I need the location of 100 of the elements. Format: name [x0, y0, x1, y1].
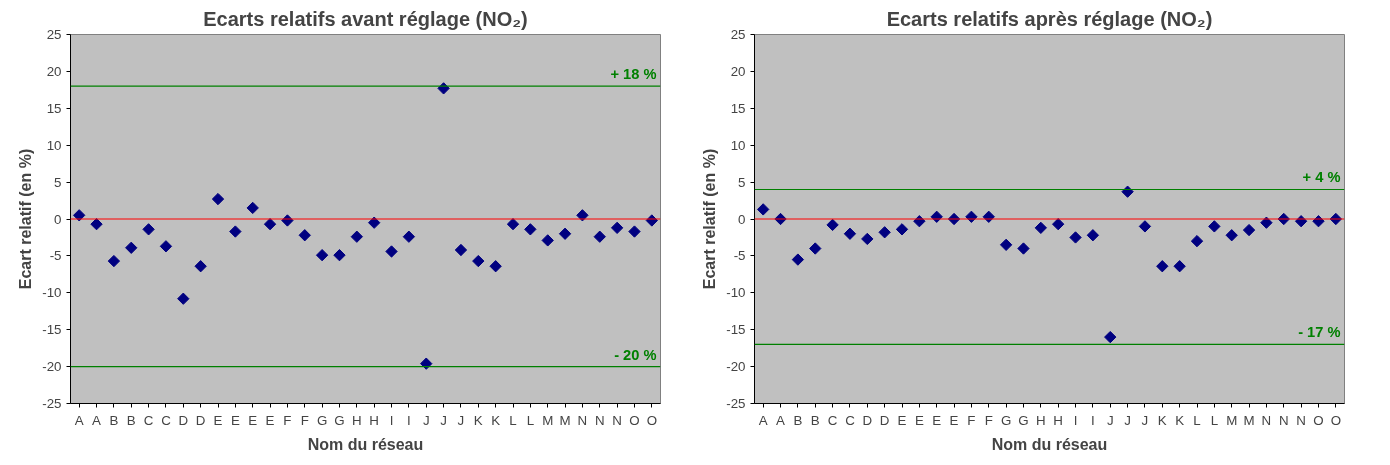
x-tick-label: J: [1124, 412, 1131, 428]
x-tick-label: D: [178, 412, 189, 428]
point: [402, 230, 416, 243]
x-tick-label: G: [334, 412, 345, 428]
y-tick-label: 0: [738, 211, 746, 227]
x-tick-label: E: [914, 412, 924, 428]
x-tick-label: G: [1018, 412, 1029, 428]
point: [628, 225, 641, 238]
x-tick-label: H: [1053, 412, 1063, 428]
point: [1208, 220, 1221, 233]
x-tick-label: L: [1210, 412, 1219, 428]
point: [229, 225, 242, 238]
x-tick-label: C: [827, 412, 838, 428]
x-tick-label: F: [283, 412, 292, 428]
y-tick-label: 25: [730, 27, 746, 42]
x-tick-label: N: [1278, 412, 1289, 428]
point: [999, 238, 1013, 251]
y-tick-label: -20: [42, 359, 62, 375]
point: [177, 292, 190, 305]
point: [1017, 242, 1030, 255]
x-tick-label: O: [629, 412, 640, 428]
x-tick-label: E: [248, 412, 258, 428]
y-tick-label: 25: [46, 27, 62, 42]
x-tick-label: E: [897, 412, 907, 428]
point: [593, 230, 606, 243]
point: [791, 253, 805, 266]
point: [1190, 234, 1204, 248]
point: [1173, 260, 1186, 273]
ref-line-label: - 17 %: [1298, 324, 1341, 341]
x-tick-label: J: [1141, 412, 1149, 428]
point: [558, 227, 572, 240]
x-tick-label: K: [473, 412, 483, 428]
point: [610, 221, 624, 235]
x-tick-label: J: [422, 412, 430, 428]
x-tick-label: C: [161, 412, 172, 428]
point: [385, 245, 398, 258]
point: [1052, 218, 1065, 231]
y-tick-label: -5: [733, 248, 746, 264]
point: [194, 260, 207, 273]
point: [843, 227, 857, 240]
x-tick-label: B: [810, 412, 820, 428]
point: [125, 241, 138, 254]
point: [1104, 330, 1117, 344]
point: [506, 218, 520, 231]
x-tick-label: H: [352, 412, 362, 428]
x-tick-label: A: [758, 412, 768, 428]
x-tick-label: A: [776, 412, 786, 428]
point: [489, 260, 502, 273]
x-tick-label: D: [195, 412, 206, 428]
x-tick-label: F: [967, 412, 976, 428]
point: [826, 218, 839, 232]
x-tick-label: I: [1091, 412, 1095, 428]
chart-title: Ecarts relatifs après réglage (NO₂): [886, 7, 1213, 30]
ref-line-label: + 18 %: [610, 66, 657, 83]
point: [541, 234, 554, 247]
x-tick-label: D: [879, 412, 890, 428]
point: [895, 223, 909, 236]
x-tick-label: L: [526, 412, 535, 428]
x-tick-label: L: [509, 412, 517, 428]
point: [1138, 220, 1152, 233]
point: [472, 254, 485, 268]
x-tick-label: C: [143, 412, 154, 428]
x-tick-label: K: [1175, 412, 1185, 428]
point: [757, 203, 770, 216]
point: [1069, 231, 1082, 244]
y-tick-label: 15: [46, 100, 62, 116]
x-tick-label: N: [577, 412, 588, 428]
y-tick-label: -5: [49, 248, 62, 264]
x-tick-label: M: [542, 412, 554, 428]
point: [263, 218, 277, 231]
y-tick-label: -10: [726, 285, 746, 301]
x-tick-label: D: [862, 412, 873, 428]
point: [1034, 221, 1047, 235]
x-tick-label: I: [407, 412, 411, 428]
x-tick-label: N: [1261, 412, 1272, 428]
point: [298, 229, 311, 242]
y-tick-label: 5: [738, 174, 746, 190]
x-tick-label: O: [646, 412, 658, 428]
x-tick-label: H: [1036, 412, 1046, 428]
point: [350, 230, 363, 243]
x-tick-label: J: [457, 412, 465, 428]
point: [315, 249, 329, 262]
x-tick-label: E: [213, 412, 223, 428]
x-tick-label: N: [1296, 412, 1306, 428]
point: [107, 254, 121, 268]
point: [1225, 229, 1238, 242]
point: [246, 201, 259, 215]
x-tick-label: J: [440, 412, 447, 428]
y-tick-label: 0: [54, 211, 62, 227]
x-tick-label: G: [316, 412, 328, 428]
x-tick-label: B: [109, 412, 119, 428]
y-tick-label: -15: [42, 322, 62, 338]
x-tick-label: M: [1226, 412, 1238, 428]
x-tick-label: F: [984, 412, 993, 428]
y-tick-label: -25: [42, 396, 62, 411]
point: [1086, 229, 1100, 242]
point: [524, 223, 537, 236]
x-tick-label: E: [265, 412, 275, 428]
point: [333, 249, 346, 262]
x-tick-label: J: [1106, 412, 1114, 428]
